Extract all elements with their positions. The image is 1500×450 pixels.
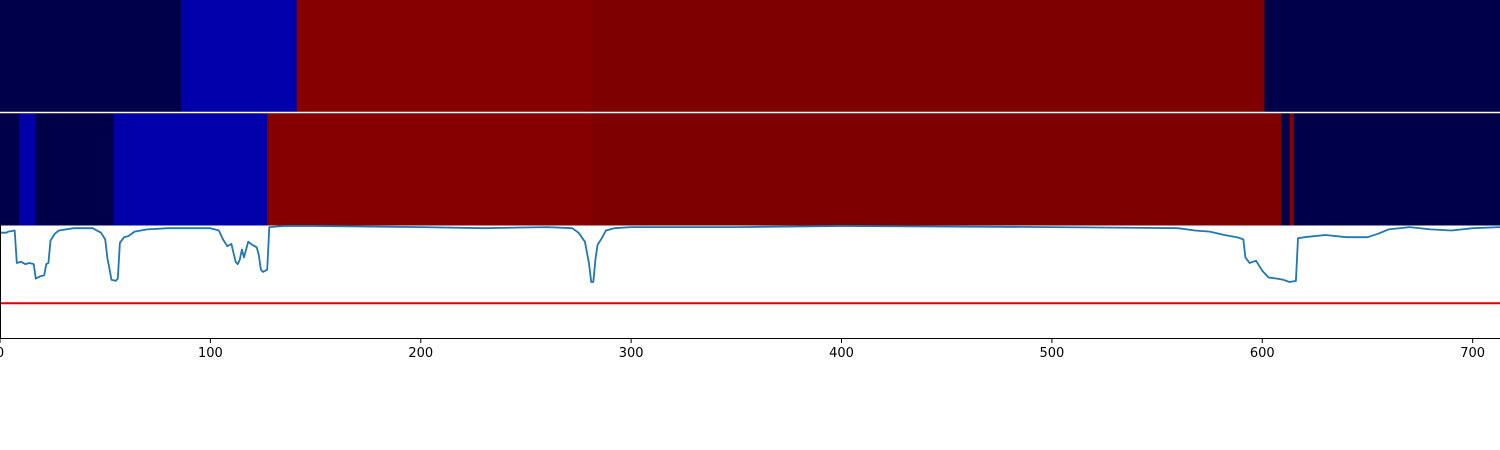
x-tick-label: 300 [619, 346, 644, 361]
heatmap-segment [1264, 0, 1500, 112]
x-tick-label: 600 [1250, 346, 1275, 361]
heatmap-segment [591, 0, 1265, 112]
heatmap-segment [35, 113, 115, 226]
series-line [0, 225, 1500, 283]
heatmap-segment [1281, 113, 1291, 226]
heatmap-segment [267, 113, 592, 226]
line-chart-panel [0, 225, 1500, 339]
x-axis-ticks: 0 100 200 300 400 500 600 700 [0, 338, 1485, 361]
heatmap-segment [18, 113, 37, 226]
x-tick-label: 400 [829, 346, 854, 361]
heatmap-segment [180, 0, 298, 112]
x-tick-label: 700 [1460, 346, 1485, 361]
x-tick-label: 200 [408, 346, 433, 361]
heatmap-segment [113, 113, 268, 226]
heatmap-segment [1289, 113, 1295, 226]
heatmap-segment [591, 113, 1282, 226]
heatmap-middle-panel [0, 113, 1500, 226]
plot-area [0, 225, 1500, 339]
x-tick-label: 500 [1039, 346, 1064, 361]
x-tick-label: 0 [0, 346, 4, 361]
x-tick-label: 100 [198, 346, 223, 361]
heatmap-segment [296, 0, 592, 112]
heatmap-top-panel [0, 0, 1500, 112]
heatmap-segment [0, 113, 20, 226]
heatmap-segment [1293, 113, 1500, 226]
heatmap-segment [0, 0, 182, 112]
